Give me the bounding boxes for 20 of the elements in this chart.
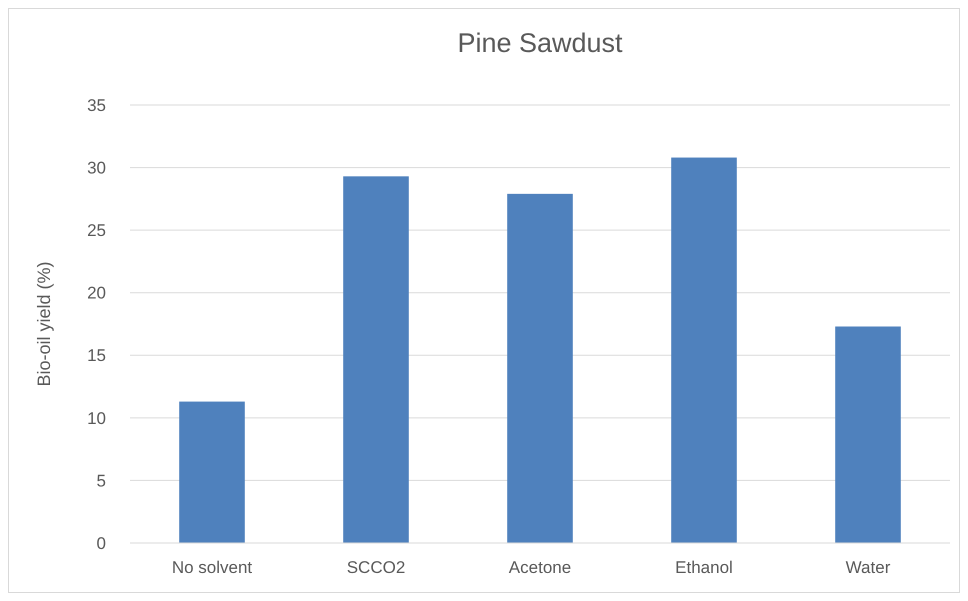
x-tick-label: Ethanol bbox=[675, 558, 733, 577]
bar bbox=[179, 402, 245, 543]
y-tick-label: 20 bbox=[87, 284, 106, 303]
bar bbox=[835, 326, 901, 543]
y-tick-label: 10 bbox=[87, 408, 106, 428]
bar bbox=[343, 176, 409, 543]
bar bbox=[507, 194, 573, 543]
y-tick-label: 0 bbox=[96, 534, 106, 553]
x-tick-label: No solvent bbox=[172, 558, 252, 577]
bar bbox=[671, 158, 737, 543]
y-tick-label: 25 bbox=[87, 221, 106, 240]
y-tick-label: 5 bbox=[96, 471, 106, 490]
y-tick-label: 35 bbox=[87, 96, 106, 115]
x-tick-label: SCCO2 bbox=[346, 558, 406, 577]
x-tick-label: Acetone bbox=[508, 558, 572, 577]
y-axis-title: Bio-oil yield (%) bbox=[34, 261, 54, 387]
y-tick-label: 30 bbox=[87, 158, 106, 178]
x-tick-label: Water bbox=[846, 558, 891, 577]
y-tick-label: 15 bbox=[87, 346, 106, 366]
chart-title: Pine Sawdust bbox=[457, 28, 624, 58]
